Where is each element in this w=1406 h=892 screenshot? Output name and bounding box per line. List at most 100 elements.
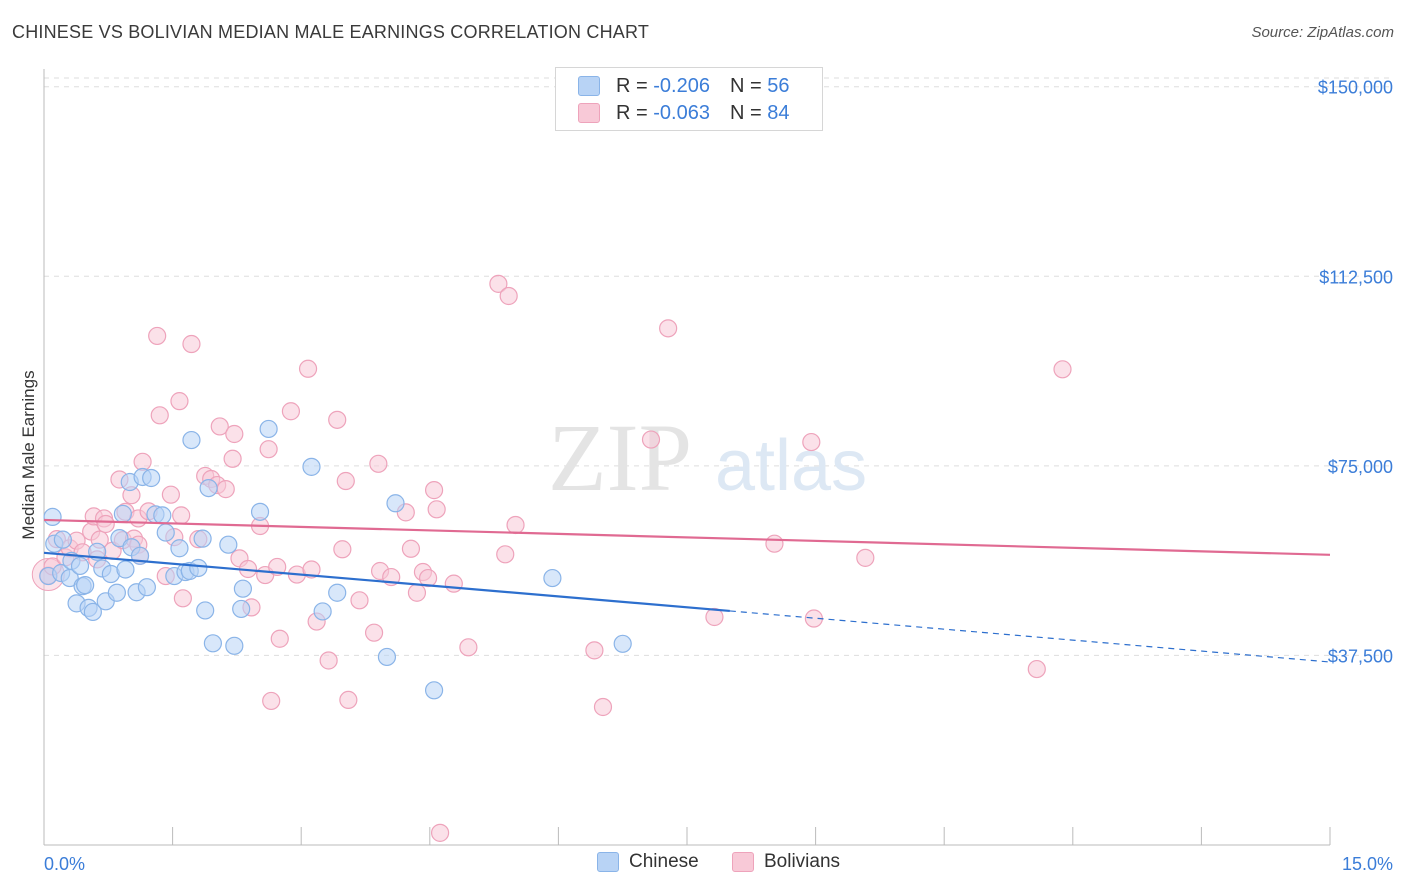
chinese-trendline-extension [729, 610, 1331, 663]
source-label: Source: ZipAtlas.com [1251, 24, 1394, 41]
legend-r-label: R = [616, 101, 648, 124]
y-tick-labels: $37,500 $75,000 $112,500 $150,000 [1318, 78, 1393, 667]
trendlines [43, 518, 1331, 663]
chinese-point [613, 634, 632, 653]
chinese-point [233, 579, 253, 598]
bolivians-point [407, 583, 427, 602]
chinese-point [53, 530, 72, 549]
bolivians-point [489, 274, 508, 293]
bolivians-point [364, 623, 384, 642]
stats-legend: R = -0.206 N = 56 R = -0.063 N = 84 [555, 67, 823, 131]
chinese-point [182, 430, 201, 450]
bolivians-point [328, 410, 347, 429]
bolivians-point [350, 591, 369, 610]
bolivians-point [302, 560, 321, 579]
bottom-legend-swatch-chinese [597, 852, 619, 872]
chinese-point [43, 507, 62, 527]
bolivians-point [659, 319, 678, 338]
bolivians-point [427, 500, 446, 519]
chart-title: CHINESE VS BOLIVIAN MEDIAN MALE EARNINGS… [12, 22, 650, 42]
bolivians-point [1053, 360, 1072, 379]
bolivians-point [333, 540, 352, 559]
legend-n-label: N = [729, 74, 762, 97]
chinese-point [170, 539, 189, 558]
bolivians-point [170, 392, 189, 411]
chinese-point [377, 647, 397, 667]
bottom-legend-label-bolivians: Bolivians [764, 851, 841, 872]
chinese-point [76, 576, 95, 595]
y-tick-label: $75,000 [1328, 457, 1393, 477]
bolivians-point [161, 485, 180, 504]
bolivians-point [259, 440, 278, 459]
bolivians-point [339, 690, 358, 710]
chinese-points [39, 419, 632, 700]
legend-r-value: -0.063 [653, 101, 710, 124]
bolivians-point [593, 697, 613, 717]
legend-n-value: 56 [767, 74, 790, 97]
bolivians-point [369, 454, 388, 473]
bottom-legend-swatch-bolivians [732, 852, 754, 872]
chinese-point [250, 502, 270, 521]
chinese-point [83, 602, 102, 622]
chinese-point [219, 535, 238, 554]
bolivians-point [298, 359, 318, 378]
bolivians-point [270, 629, 289, 648]
chinese-point [424, 681, 444, 700]
chinese-point [386, 494, 405, 513]
chinese-point [113, 504, 132, 523]
bolivians-point [281, 402, 301, 421]
bolivians-point [210, 417, 229, 436]
legend-r-label: R = [616, 74, 648, 97]
legend-swatch-chinese [578, 76, 600, 96]
x-tick-label-max: 15.0% [1342, 854, 1393, 874]
bolivians-point [496, 545, 515, 564]
chinese-point [110, 529, 129, 548]
bolivians-point [765, 534, 784, 553]
chinese-point [137, 578, 156, 597]
bolivians-point [506, 515, 525, 535]
legend-swatch-bolivians [578, 103, 600, 123]
bolivians-point [424, 481, 444, 500]
bolivians-point [705, 607, 724, 627]
bolivians-point [802, 432, 821, 452]
bolivians-points [31, 274, 1072, 842]
legend-row-chinese: R = -0.206 N = 56 [578, 74, 789, 98]
chinese-point [193, 529, 212, 548]
bolivians-point [262, 691, 281, 711]
bolivians-point [430, 823, 450, 842]
bolivians-point [856, 548, 875, 567]
chinese-point [225, 636, 244, 655]
bolivians-point [1027, 659, 1046, 679]
bolivians-point [148, 326, 167, 346]
chinese-point [302, 457, 321, 476]
axes [43, 69, 1331, 846]
chinese-point [313, 602, 332, 621]
bolivians-point [133, 452, 152, 471]
chinese-point [259, 419, 278, 439]
bolivians-point [182, 334, 201, 354]
y-tick-label: $37,500 [1328, 646, 1393, 666]
bolivians-point [401, 539, 421, 558]
chinese-trendline [43, 551, 730, 613]
chinese-point [156, 523, 175, 542]
bolivians-point [223, 449, 242, 468]
bolivians-point [499, 286, 518, 306]
bolivians-point [459, 638, 478, 657]
chinese-point [203, 634, 222, 653]
bolivians-point [96, 514, 115, 534]
legend-row-bolivians: R = -0.063 N = 84 [578, 101, 789, 125]
bottom-legend-chinese: Chinese [597, 851, 699, 873]
y-axis-label: Median Male Earnings [19, 370, 38, 539]
chinese-point [543, 568, 562, 588]
chinese-point [199, 478, 218, 498]
chinese-point [328, 583, 347, 602]
chinese-point [116, 560, 135, 579]
bottom-legend-bolivians: Bolivians [732, 851, 840, 873]
bolivians-point [225, 424, 244, 444]
chinese-point [232, 599, 251, 619]
bolivians-point [585, 641, 604, 660]
bolivians-point [319, 651, 338, 670]
legend-r-value: -0.206 [653, 74, 710, 97]
bolivians-point [641, 430, 661, 449]
